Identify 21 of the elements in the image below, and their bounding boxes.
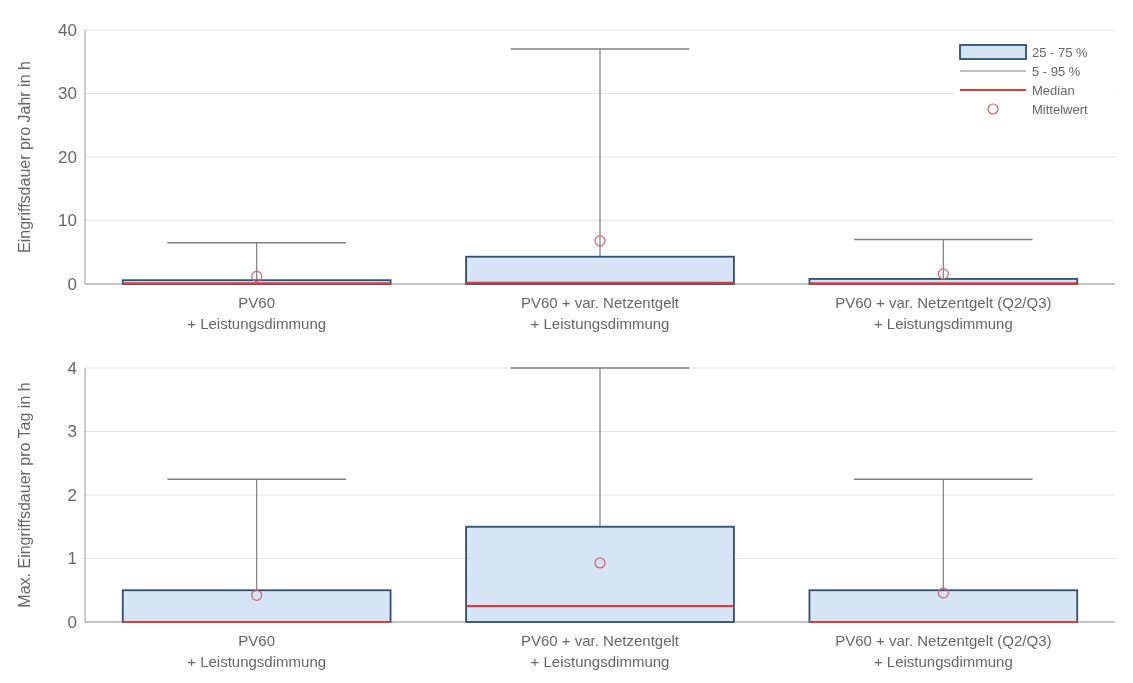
y-tick-label: 0: [67, 274, 77, 294]
x-tick-label: PV60 + Leistungsdimmung: [187, 294, 327, 332]
x-tick-label: PV60 + var. Netzentgelt + Leistungsdimmung: [520, 632, 680, 670]
annotation: Median: [1032, 82, 1075, 98]
y-tick-label: 4: [67, 358, 77, 378]
y-tick-label: 0: [67, 612, 77, 632]
x-tick-label: PV60 + var. Netzentgelt + Leistungsdimmung: [520, 294, 680, 332]
y-axis-title: Max. Eingriffsdauer pro Tag in h: [16, 382, 33, 608]
y-tick-label: 3: [67, 422, 77, 442]
annotation: Mittelwert: [1032, 101, 1089, 117]
y-tick-label: 2: [67, 485, 77, 505]
y-axis-title: Eingriffsdauer pro Jahr in h: [16, 61, 33, 253]
annotation: 5 - 95 %: [1032, 63, 1081, 79]
x-tick-label: PV60 + Leistungsdimmung: [187, 632, 327, 670]
y-tick-label: 40: [58, 20, 77, 40]
y-tick-label: 20: [58, 147, 77, 167]
y-tick-label: 10: [58, 211, 77, 231]
x-tick-label: PV60 + var. Netzentgelt (Q2/Q3) + Leistungsdimmung: [835, 294, 1052, 332]
y-tick-label: 30: [58, 84, 77, 104]
x-tick-label: PV60 + var. Netzentgelt (Q2/Q3) + Leistungsdimmung: [835, 632, 1052, 670]
y-tick-label: 1: [67, 549, 77, 569]
